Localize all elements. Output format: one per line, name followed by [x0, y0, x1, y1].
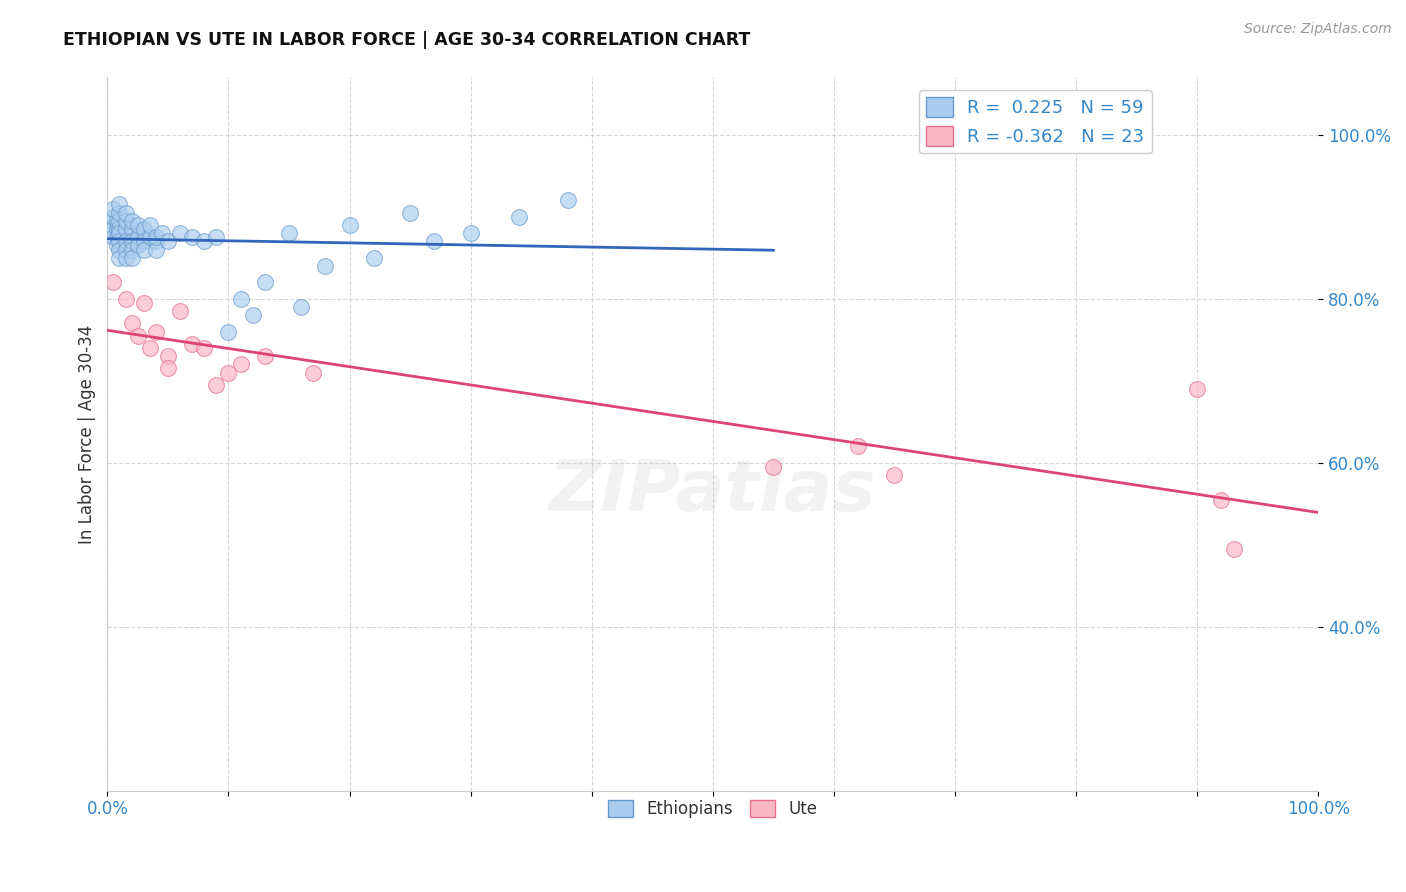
Point	[145, 243, 167, 257]
Point	[108, 222, 131, 236]
Point	[156, 235, 179, 249]
Point	[399, 205, 422, 219]
Point	[121, 222, 143, 236]
Point	[103, 210, 125, 224]
Point	[145, 325, 167, 339]
Point	[314, 259, 336, 273]
Text: Source: ZipAtlas.com: Source: ZipAtlas.com	[1244, 22, 1392, 37]
Point	[127, 218, 149, 232]
Point	[121, 235, 143, 249]
Point	[145, 235, 167, 249]
Point	[127, 238, 149, 252]
Point	[132, 222, 155, 236]
Point	[1222, 541, 1244, 556]
Point	[105, 230, 128, 244]
Point	[217, 366, 239, 380]
Point	[127, 230, 149, 244]
Point	[150, 226, 173, 240]
Point	[156, 349, 179, 363]
Point	[762, 459, 785, 474]
Point	[114, 235, 136, 249]
Point	[121, 243, 143, 257]
Point	[169, 226, 191, 240]
Point	[229, 357, 252, 371]
Point	[363, 251, 385, 265]
Point	[508, 210, 530, 224]
Point	[114, 243, 136, 257]
Point	[121, 214, 143, 228]
Point	[278, 226, 301, 240]
Point	[103, 214, 125, 228]
Point	[108, 205, 131, 219]
Point	[302, 366, 325, 380]
Point	[132, 235, 155, 249]
Point	[127, 328, 149, 343]
Point	[103, 276, 125, 290]
Point	[145, 230, 167, 244]
Point	[156, 361, 179, 376]
Point	[108, 197, 131, 211]
Point	[1211, 492, 1233, 507]
Point	[339, 218, 361, 232]
Point	[114, 214, 136, 228]
Point	[290, 300, 312, 314]
Point	[139, 341, 162, 355]
Point	[205, 377, 228, 392]
Point	[1185, 382, 1208, 396]
Point	[108, 251, 131, 265]
Point	[132, 243, 155, 257]
Point	[193, 341, 215, 355]
Point	[846, 439, 869, 453]
Point	[103, 222, 125, 236]
Point	[105, 214, 128, 228]
Point	[108, 226, 131, 240]
Point	[229, 292, 252, 306]
Point	[132, 296, 155, 310]
Legend: Ethiopians, Ute: Ethiopians, Ute	[602, 794, 824, 825]
Point	[114, 251, 136, 265]
Point	[108, 235, 131, 249]
Point	[253, 276, 276, 290]
Point	[139, 218, 162, 232]
Point	[557, 194, 579, 208]
Point	[108, 243, 131, 257]
Point	[242, 308, 264, 322]
Point	[423, 235, 446, 249]
Point	[105, 222, 128, 236]
Y-axis label: In Labor Force | Age 30-34: In Labor Force | Age 30-34	[79, 325, 96, 543]
Point	[217, 325, 239, 339]
Point	[114, 292, 136, 306]
Point	[181, 230, 204, 244]
Point	[121, 251, 143, 265]
Point	[103, 230, 125, 244]
Point	[139, 230, 162, 244]
Point	[193, 235, 215, 249]
Text: ZIPatlas: ZIPatlas	[550, 457, 876, 525]
Point	[108, 214, 131, 228]
Point	[114, 222, 136, 236]
Point	[121, 317, 143, 331]
Point	[205, 230, 228, 244]
Text: ETHIOPIAN VS UTE IN LABOR FORCE | AGE 30-34 CORRELATION CHART: ETHIOPIAN VS UTE IN LABOR FORCE | AGE 30…	[63, 31, 751, 49]
Point	[105, 238, 128, 252]
Point	[883, 468, 905, 483]
Point	[169, 304, 191, 318]
Point	[181, 336, 204, 351]
Point	[253, 349, 276, 363]
Point	[460, 226, 482, 240]
Point	[114, 205, 136, 219]
Point	[103, 202, 125, 216]
